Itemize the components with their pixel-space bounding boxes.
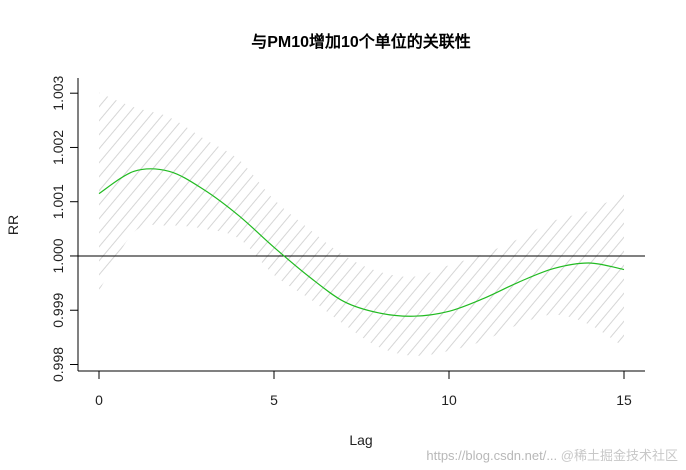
y-tick-label: 0.999 xyxy=(50,293,66,328)
y-tick-label: 0.998 xyxy=(50,347,66,382)
y-tick-label: 1.001 xyxy=(50,184,66,219)
rr-curve xyxy=(98,168,625,317)
chart-title: 与PM10增加10个单位的关联性 xyxy=(251,32,471,51)
y-tick-label: 1.000 xyxy=(50,238,66,273)
axes: 0 5 10 15 0.998 0.999 1.000 1.001 1.002 1.003 xyxy=(50,75,645,408)
y-tick-label: 1.003 xyxy=(50,75,66,110)
x-tick-label: 0 xyxy=(95,392,103,408)
y-axis-label: RR xyxy=(5,215,21,235)
confidence-band xyxy=(99,92,624,356)
watermark: https://blog.csdn.net/... @稀土掘金技术社区 xyxy=(426,448,678,463)
x-tick-label: 15 xyxy=(616,392,632,408)
x-tick-label: 10 xyxy=(441,392,457,408)
x-axis-label: Lag xyxy=(349,432,372,448)
x-tick-label: 5 xyxy=(270,392,278,408)
y-tick-label: 1.002 xyxy=(50,130,66,165)
